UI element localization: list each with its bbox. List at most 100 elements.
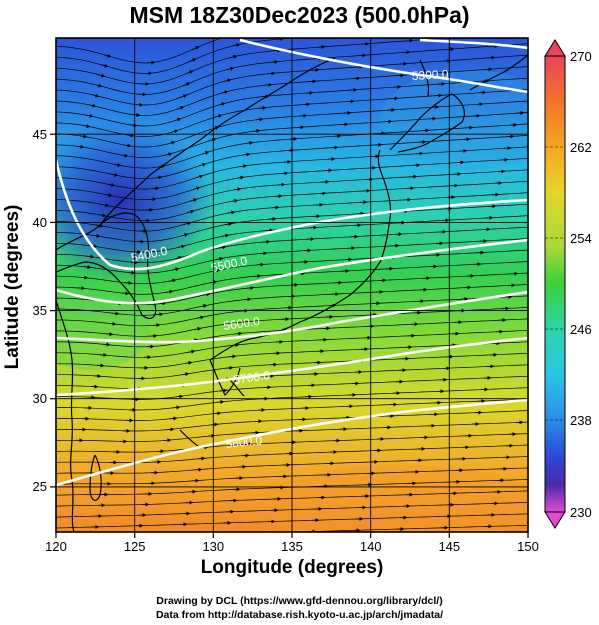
- streamline-arrow: [202, 292, 211, 297]
- streamline-arrow: [132, 113, 141, 118]
- streamline-arrow: [192, 186, 201, 191]
- streamline-arrow: [214, 114, 223, 119]
- streamline-arrow: [158, 301, 167, 306]
- streamline-arrow: [462, 137, 471, 142]
- streamline-arrow: [267, 71, 276, 76]
- streamline-arrow: [352, 76, 361, 81]
- streamline-arrow: [453, 26, 460, 27]
- x-tick-130: 130: [202, 539, 224, 554]
- streamline-arrow: [230, 198, 239, 203]
- streamline-arrow: [179, 94, 188, 99]
- streamline-arrow: [198, 162, 207, 167]
- streamline-arrow: [212, 268, 221, 273]
- streamline-arrow: [500, 157, 509, 162]
- streamline-arrow: [85, 113, 94, 118]
- streamline-arrow: [223, 78, 232, 83]
- colorbar: 270 262 254 246 238 230: [544, 39, 592, 529]
- streamline-arrow: [283, 159, 292, 164]
- streamline-arrow: [259, 251, 268, 256]
- streamline-arrow: [358, 53, 367, 58]
- streamline-arrow: [165, 289, 174, 294]
- streamline-arrow: [197, 456, 206, 461]
- streamline-arrow: [167, 140, 176, 145]
- streamline-arrow: [173, 117, 182, 122]
- streamline-arrow: [262, 239, 271, 244]
- streamline-arrow: [216, 399, 225, 404]
- streamline-arrow: [280, 171, 289, 176]
- streamline-arrow: [299, 113, 308, 118]
- streamline-arrow: [187, 349, 196, 354]
- streamline-arrow: [99, 352, 108, 357]
- streamline-arrow: [191, 478, 200, 483]
- streamline-arrow: [107, 183, 116, 187]
- streamline-arrow: [129, 123, 138, 128]
- streamline-arrow: [101, 203, 110, 208]
- streamline-arrow: [365, 32, 372, 33]
- colorbar-tick-262: 262: [570, 140, 592, 155]
- streamline-arrow: [105, 332, 114, 337]
- credit-drawing: Drawing by DCL (https://www.gfd-dennou.o…: [156, 595, 443, 607]
- streamline-arrow: [487, 55, 496, 60]
- streamline-arrow: [215, 256, 224, 261]
- x-tick-labels: 120 125 130 135 140 145 150: [45, 539, 539, 554]
- streamline-arrow: [277, 182, 286, 187]
- streamline-arrow: [456, 14, 463, 15]
- streamline-arrow: [494, 34, 501, 35]
- streamline-arrow: [172, 405, 181, 410]
- streamline-arrow: [88, 103, 97, 108]
- streamline-arrow: [152, 323, 161, 328]
- streamline-arrow: [343, 110, 352, 115]
- streamline-arrow: [227, 210, 236, 215]
- streamline-arrow: [127, 270, 136, 275]
- streamline-arrow: [220, 90, 229, 95]
- y-tick-30: 30: [33, 391, 47, 406]
- streamline-arrow: [104, 193, 113, 198]
- streamline-arrow: [98, 213, 107, 218]
- y-tick-35: 35: [33, 303, 47, 318]
- streamline-arrow: [440, 70, 449, 75]
- streamline-arrow: [258, 105, 267, 110]
- streamline-arrow: [274, 194, 283, 199]
- streamline-arrow: [221, 233, 230, 238]
- colorbar-tick-246: 246: [570, 322, 592, 337]
- streamline-arrow: [516, 110, 525, 115]
- streamline-arrow: [387, 107, 396, 112]
- streamline-arrow: [110, 172, 119, 177]
- y-tick-25: 25: [33, 479, 47, 494]
- streamline-arrow: [368, 21, 375, 22]
- streamline-arrow: [289, 136, 298, 141]
- streamline-arrow: [79, 134, 88, 139]
- grid-lines: [56, 38, 528, 532]
- streamline-arrow: [500, 11, 507, 12]
- streamline-arrow: [124, 280, 133, 285]
- streamline-arrow: [330, 145, 339, 150]
- streamline-arrow: [302, 102, 311, 107]
- streamline-arrow: [91, 93, 100, 98]
- streamline-arrow: [102, 342, 111, 347]
- y-tick-45: 45: [33, 127, 47, 142]
- streamline-arrow: [239, 164, 248, 169]
- contour-label-5600: 5600.0: [222, 314, 261, 333]
- streamline-arrow: [340, 122, 349, 127]
- streamline-arrow: [94, 83, 103, 88]
- streamline-arrow: [155, 312, 164, 317]
- streamline-arrow: [431, 105, 440, 110]
- streamline-arrow: [229, 54, 238, 59]
- streamline-arrow: [185, 70, 194, 75]
- streamline-arrow: [169, 416, 178, 421]
- streamline-arrow: [210, 422, 219, 427]
- streamline-arrow: [174, 256, 183, 260]
- streamline-arrow: [199, 304, 208, 308]
- streamline-arrow: [196, 315, 205, 320]
- streamline-arrow: [509, 122, 518, 127]
- streamline-arrow: [193, 326, 202, 331]
- streamline-arrow: [218, 245, 227, 250]
- streamline-arrow: [346, 99, 355, 104]
- streamline-arrow: [349, 87, 358, 92]
- streamline-arrow: [377, 131, 386, 136]
- y-tick-labels: 25 30 35 40 45: [33, 127, 47, 494]
- streamline-arrow: [154, 175, 163, 180]
- streamline-arrow: [201, 151, 210, 155]
- streamline-arrow: [194, 467, 203, 472]
